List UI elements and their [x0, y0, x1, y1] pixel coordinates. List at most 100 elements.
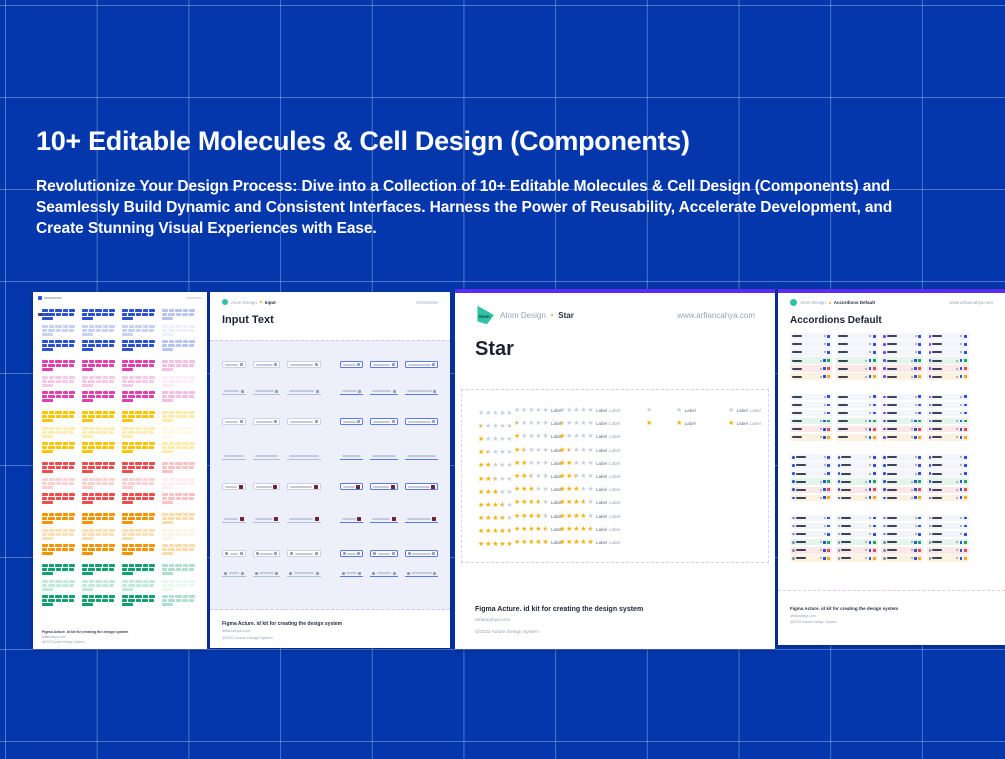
button-pill[interactable] [168, 313, 175, 316]
star-icon[interactable]: ★ [499, 488, 506, 496]
accordion-row-danger[interactable] [790, 365, 832, 372]
button-pill[interactable] [56, 364, 61, 367]
button-cluster[interactable] [122, 391, 156, 403]
button-pill[interactable] [176, 568, 181, 571]
button-pill[interactable] [122, 564, 128, 567]
button-pill[interactable] [69, 493, 75, 496]
input-field[interactable] [339, 361, 364, 368]
star-rating[interactable]: ★★★★★★★★★★ [478, 540, 513, 549]
button-pill[interactable] [69, 415, 74, 418]
button-pill[interactable] [136, 517, 141, 520]
accordion-row-success[interactable] [835, 357, 878, 364]
button-pill[interactable] [175, 544, 182, 547]
button-pill[interactable] [89, 513, 94, 516]
button-pill[interactable] [96, 548, 101, 551]
input-field[interactable] [222, 388, 246, 395]
button-pill[interactable] [149, 579, 155, 583]
button-pill[interactable] [182, 430, 188, 434]
button-pill[interactable] [42, 493, 48, 496]
button-pill[interactable] [142, 568, 148, 571]
button-pill[interactable] [149, 313, 154, 316]
button-pill[interactable] [122, 419, 133, 422]
star-icon[interactable]: ★★ [559, 486, 566, 494]
button-cluster[interactable] [82, 462, 116, 474]
accordion-row-plain[interactable] [790, 522, 832, 530]
button-pill[interactable] [109, 328, 114, 332]
button-pill[interactable] [63, 324, 68, 328]
button-pill[interactable] [129, 579, 134, 583]
button-pill[interactable] [175, 579, 182, 583]
star-icon[interactable]: ★★ [478, 515, 485, 523]
accordion-row-danger[interactable] [926, 547, 969, 554]
star-rating[interactable]: ★ [728, 406, 735, 415]
button-pill[interactable] [122, 544, 128, 547]
button-pill[interactable] [189, 395, 194, 398]
button-pill[interactable] [88, 379, 95, 383]
button-pill[interactable] [182, 313, 188, 316]
button-pill[interactable] [62, 548, 68, 551]
star-rating[interactable]: ★★★★★★★ [478, 448, 513, 457]
button-cluster[interactable] [42, 391, 76, 403]
button-cluster[interactable] [162, 462, 196, 474]
button-pill[interactable] [103, 595, 108, 598]
button-cluster[interactable] [42, 528, 76, 541]
button-cluster[interactable] [122, 528, 156, 541]
button-pill[interactable] [42, 501, 53, 504]
button-pill[interactable] [56, 395, 61, 398]
button-cluster[interactable] [162, 595, 196, 607]
button-pill[interactable] [55, 513, 62, 516]
button-pill[interactable] [89, 426, 94, 430]
button-pill[interactable] [122, 446, 127, 449]
button-pill[interactable] [162, 415, 167, 418]
button-pill[interactable] [109, 324, 115, 328]
button-pill[interactable] [109, 517, 114, 520]
input-field[interactable] [404, 453, 438, 460]
button-pill[interactable] [122, 379, 127, 383]
input-field[interactable] [404, 516, 438, 523]
button-pill[interactable] [135, 595, 142, 598]
button-pill[interactable] [149, 595, 155, 598]
button-pill[interactable] [42, 309, 48, 312]
star-icon[interactable]: ★★ [485, 541, 492, 549]
button-pill[interactable] [82, 313, 87, 316]
button-pill[interactable] [56, 583, 61, 587]
button-pill[interactable] [168, 517, 175, 520]
button-pill[interactable] [136, 466, 141, 469]
button-pill[interactable] [42, 348, 53, 351]
star-rating[interactable]: ★★★★★★ [478, 422, 513, 431]
star-icon[interactable]: ★ [587, 459, 594, 467]
star-icon[interactable]: ★ [521, 433, 528, 441]
button-pill[interactable] [55, 391, 62, 394]
button-pill[interactable] [96, 497, 101, 500]
star-rating[interactable]: ★★★★★★ [514, 419, 549, 428]
input-action-chip[interactable] [390, 484, 395, 489]
button-pill[interactable] [49, 411, 54, 414]
star-icon[interactable]: ★ [506, 422, 513, 430]
button-pill[interactable] [82, 595, 88, 598]
button-pill[interactable] [89, 528, 94, 532]
button-pill[interactable] [42, 430, 47, 434]
button-pill[interactable] [89, 595, 94, 598]
star-rating[interactable]: ★ [676, 406, 683, 415]
button-pill[interactable] [82, 360, 88, 363]
button-pill[interactable] [162, 493, 168, 496]
button-pill[interactable] [143, 528, 148, 532]
accordion-row-success[interactable] [881, 417, 923, 425]
button-cluster[interactable] [162, 324, 196, 337]
input-field[interactable] [252, 516, 281, 523]
button-pill[interactable] [162, 466, 167, 469]
button-pill[interactable] [175, 493, 182, 496]
star-icon[interactable]: ★ [580, 459, 587, 467]
button-pill[interactable] [95, 324, 102, 328]
button-pill[interactable] [135, 579, 142, 583]
button-pill[interactable] [175, 564, 182, 567]
accordion-row-plain[interactable] [835, 401, 878, 409]
button-cluster[interactable] [162, 513, 196, 525]
button-pill[interactable] [182, 568, 188, 571]
star-icon[interactable]: ★★ [492, 488, 499, 496]
button-pill[interactable] [122, 595, 128, 598]
button-pill[interactable] [175, 309, 182, 312]
button-pill[interactable] [162, 497, 167, 500]
button-pill[interactable] [122, 532, 127, 536]
